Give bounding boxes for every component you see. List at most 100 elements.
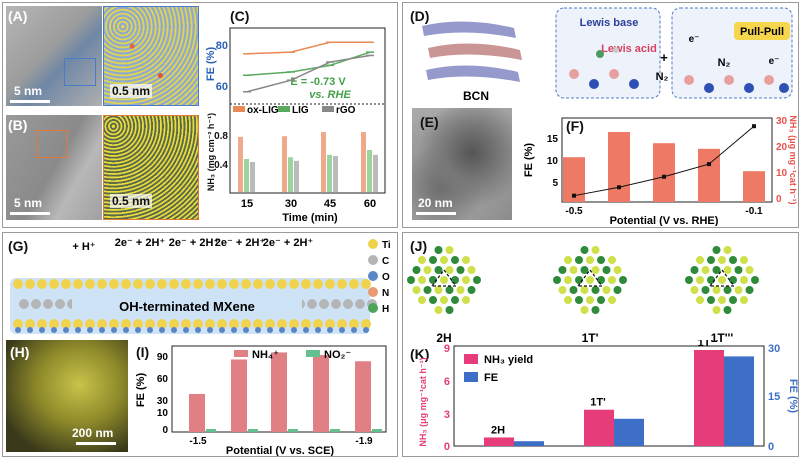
mxene-atom	[37, 319, 47, 329]
lattice-atom	[696, 296, 704, 304]
mxene-atom	[73, 319, 83, 329]
panel-c-annotation: E = -0.73 V	[290, 76, 346, 88]
lattice-atom	[619, 276, 627, 284]
panel-c-fe-tick-60: 60	[216, 81, 228, 93]
lattice-atom	[613, 286, 622, 294]
lattice-atom	[462, 276, 470, 284]
lattice-atom	[575, 296, 583, 304]
mxene-oxygen	[231, 327, 237, 333]
i-no2-bar	[206, 429, 216, 432]
mxene-atom	[217, 319, 227, 329]
panel-c-nh3-tick-04: 0.4	[214, 160, 228, 171]
c-nh3-bar	[282, 136, 287, 192]
mxene-label: OH-terminated MXene	[119, 299, 255, 314]
k-yield-bar	[584, 409, 614, 446]
mxene-atom	[97, 279, 107, 289]
lattice-atom	[434, 266, 443, 274]
mxene-atom	[109, 319, 119, 329]
panel-a-label: (A)	[8, 8, 28, 24]
lattice-atom	[734, 266, 743, 274]
lattice-atom	[553, 276, 561, 284]
k-bar-label: 1T'	[590, 397, 606, 409]
mxene-oxygen	[75, 327, 81, 333]
mxene-oxygen	[51, 327, 57, 333]
mxene-atom	[97, 319, 107, 329]
electron-label-1: e⁻	[689, 34, 700, 45]
mxene-oxygen	[195, 327, 201, 333]
panel-i-label: (I)	[136, 344, 150, 360]
mxene-atom	[313, 319, 323, 329]
panel-h-scale-text: 200 nm	[72, 426, 114, 440]
g-plus-h: + H⁺	[72, 241, 95, 253]
lattice-atom	[412, 286, 421, 294]
lattice-atom	[602, 266, 611, 274]
mxene-atom	[169, 319, 179, 329]
mxene-oxygen	[87, 327, 93, 333]
lattice-atom	[701, 266, 710, 274]
mxene-atom	[217, 279, 227, 289]
c-nh3-bar	[333, 156, 338, 192]
legend-o: O	[382, 272, 390, 283]
panel-b-tem-image	[6, 115, 102, 220]
panel-d-illustration: BCN Lewis base Lewis acid + N₂ Pull-Pull…	[422, 7, 793, 103]
lattice-atom	[613, 266, 622, 274]
mxene-atom	[145, 279, 155, 289]
panel-g-illustration: OH-terminated MXene + H⁺ 2e⁻ + 2H⁺ 2e⁻ +…	[10, 237, 391, 334]
panel-f-rtick-0: 0	[776, 194, 782, 205]
mxene-atom	[55, 299, 65, 309]
mxene-atom	[205, 319, 215, 329]
lattice-atom	[418, 256, 426, 264]
mxene-atom	[361, 319, 371, 329]
mxene-oxygen	[207, 327, 213, 333]
mxene-atom	[307, 299, 317, 309]
lattice-atom	[434, 286, 443, 294]
mxene-oxygen	[111, 327, 117, 333]
lattice-atom	[591, 286, 600, 294]
panel-k-ltick-6: 6	[444, 376, 450, 388]
legend-ti: Ti	[382, 240, 391, 251]
panel-c-xtick-15: 15	[241, 198, 253, 210]
lattice-atom	[558, 266, 567, 274]
bcn-label: BCN	[463, 89, 489, 103]
lattice-atom	[745, 266, 754, 274]
lattice-atom	[597, 296, 605, 304]
lattice-atom	[467, 266, 476, 274]
mxene-oxygen	[351, 327, 357, 333]
mxene-atom	[289, 279, 299, 289]
panel-j-label: (J)	[410, 238, 428, 254]
lattice-atom	[462, 256, 470, 264]
lattice-atom	[434, 306, 443, 314]
f-fe-point	[617, 185, 621, 190]
lattice-atom	[575, 256, 583, 264]
lattice-atom	[564, 256, 572, 264]
c-nh3-bar	[294, 160, 299, 192]
lattice-atom	[569, 286, 578, 294]
panel-c-chart: FE (%) NH₃ (mg cm⁻² h⁻¹) 80 60 0.8 0.4 E…	[205, 27, 386, 224]
i-no2-bar	[372, 429, 382, 432]
lattice-atom	[429, 256, 437, 264]
c-fe-line-ox-LIG	[246, 41, 370, 55]
lattice-atom	[580, 246, 589, 254]
mxene-atom	[43, 299, 53, 309]
mxene-atom	[73, 279, 83, 289]
lattice-atom	[423, 286, 432, 294]
panel-e-scalebar	[416, 212, 456, 215]
panel-h-label: (H)	[10, 344, 30, 360]
lattice-atom	[451, 256, 459, 264]
phase-1t-label: 1T'	[582, 331, 599, 344]
panel-c-fe-tick-80: 80	[216, 40, 228, 52]
legend-n: N	[382, 288, 389, 299]
mxene-atom	[289, 319, 299, 329]
mxene-oxygen	[363, 327, 369, 333]
lattice-atom	[734, 286, 743, 294]
panel-b-scale-text: 5 nm	[14, 196, 43, 210]
mxene-atom	[121, 279, 131, 289]
panel-f-ylabel-left: FE (%)	[523, 143, 535, 178]
lattice-atom	[696, 276, 704, 284]
panel-c-xtick-45: 45	[324, 198, 336, 210]
plus-sign: +	[660, 50, 668, 65]
panel-e-tem-image	[412, 108, 512, 220]
mxene-atom	[265, 319, 275, 329]
mxene-oxygen	[123, 327, 129, 333]
i-nh4-bar	[231, 359, 247, 432]
